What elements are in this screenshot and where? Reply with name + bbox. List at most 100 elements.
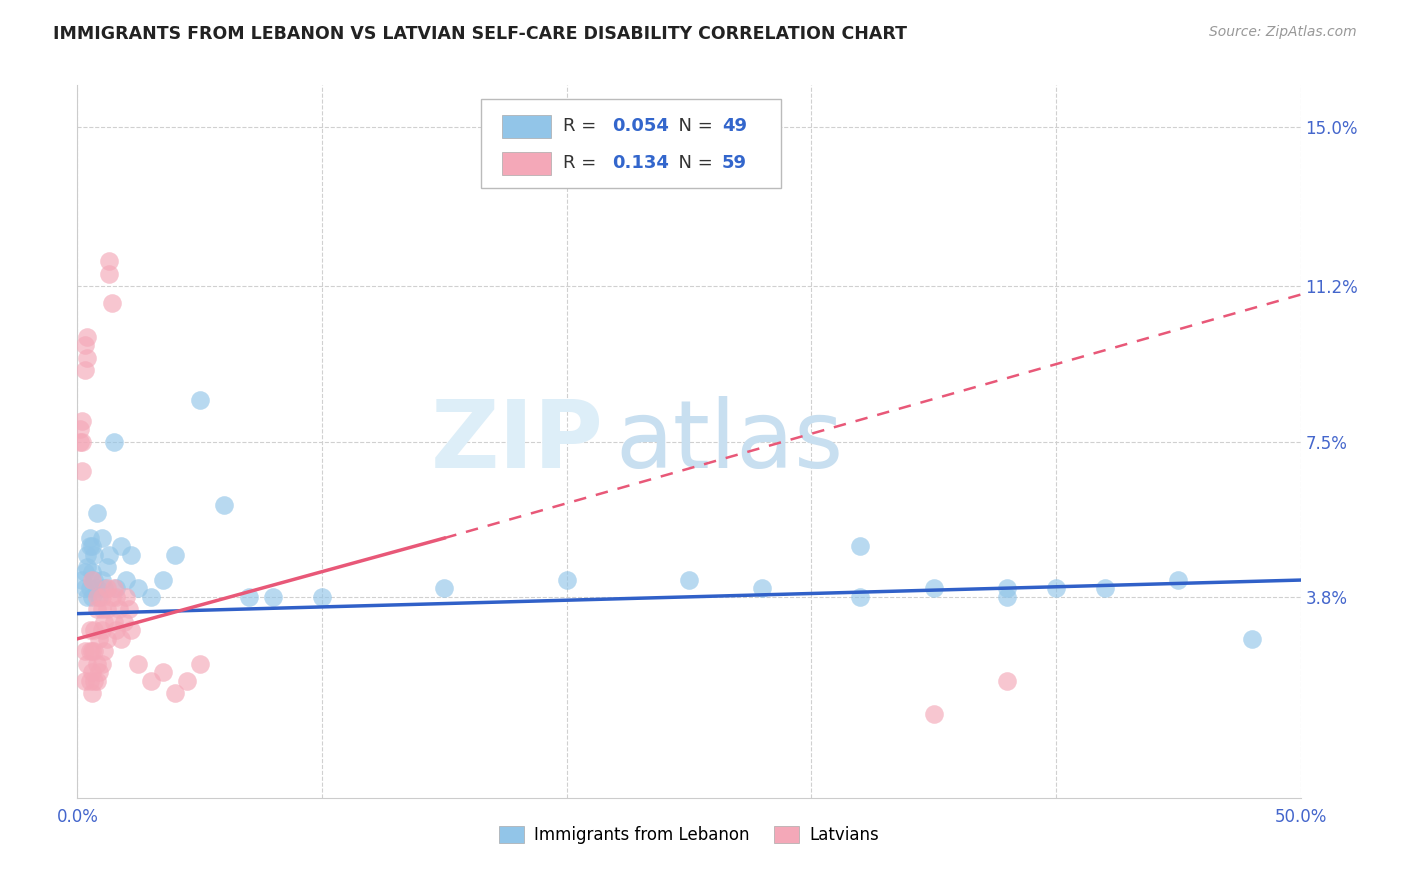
Point [83, 673, 105, 688]
Point [165, 548, 187, 562]
Point [98, 267, 121, 281]
Point [80, 686, 103, 700]
Point [995, 673, 1018, 688]
Text: 59: 59 [721, 154, 747, 172]
Point [1094, 582, 1116, 596]
Point [90, 573, 112, 587]
Point [995, 590, 1018, 604]
Point [83, 573, 105, 587]
Point [165, 686, 187, 700]
Point [89, 590, 111, 604]
Point [118, 602, 141, 616]
Point [188, 392, 211, 407]
Point [89, 665, 111, 680]
Point [79, 673, 101, 688]
Point [93, 615, 115, 629]
Point [152, 573, 174, 587]
Point [90, 602, 112, 616]
Point [83, 624, 105, 638]
Point [79, 582, 101, 596]
Point [152, 665, 174, 680]
Point [120, 548, 142, 562]
Point [212, 498, 235, 512]
Point [76, 329, 98, 343]
Text: ZIP: ZIP [430, 395, 603, 488]
Point [80, 565, 103, 579]
Point [76, 657, 98, 671]
Point [555, 573, 578, 587]
Text: R =: R = [562, 117, 602, 135]
Point [79, 531, 101, 545]
Point [73, 644, 96, 658]
Point [139, 590, 162, 604]
Text: atlas: atlas [616, 395, 844, 488]
Point [70, 434, 93, 449]
Point [86, 590, 108, 604]
Point [86, 657, 108, 671]
Text: N =: N = [666, 154, 718, 172]
Point [176, 673, 198, 688]
Point [73, 363, 96, 377]
Point [98, 254, 121, 268]
Text: N =: N = [666, 117, 718, 135]
Point [76, 560, 98, 574]
Point [103, 434, 125, 449]
Point [105, 582, 128, 596]
Point [849, 590, 872, 604]
Point [73, 565, 96, 579]
Point [69, 422, 91, 436]
Point [311, 590, 333, 604]
Point [100, 590, 122, 604]
Point [89, 632, 111, 646]
Point [103, 615, 125, 629]
Point [90, 657, 112, 671]
Point [1240, 632, 1263, 646]
Point [100, 296, 122, 310]
Point [751, 582, 773, 596]
Point [79, 644, 101, 658]
Point [678, 573, 700, 587]
Point [96, 602, 118, 616]
FancyBboxPatch shape [481, 99, 780, 188]
Point [112, 615, 135, 629]
Point [238, 590, 260, 604]
Point [127, 582, 149, 596]
Text: Source: ZipAtlas.com: Source: ZipAtlas.com [1209, 25, 1357, 39]
Point [76, 590, 98, 604]
Text: IMMIGRANTS FROM LEBANON VS LATVIAN SELF-CARE DISABILITY CORRELATION CHART: IMMIGRANTS FROM LEBANON VS LATVIAN SELF-… [53, 25, 907, 43]
Point [110, 540, 132, 554]
Point [80, 590, 103, 604]
Point [86, 506, 108, 520]
Bar [502, 115, 551, 137]
Text: 49: 49 [721, 117, 747, 135]
Point [86, 673, 108, 688]
Point [90, 624, 112, 638]
Point [127, 657, 149, 671]
Point [922, 707, 945, 722]
Bar [502, 152, 551, 175]
Point [105, 590, 128, 604]
Point [110, 632, 132, 646]
Point [83, 644, 105, 658]
Point [80, 665, 103, 680]
Point [73, 582, 96, 596]
Text: R =: R = [562, 154, 607, 172]
Point [1167, 573, 1189, 587]
Point [70, 413, 93, 427]
Point [70, 464, 93, 478]
Text: 0.054: 0.054 [612, 117, 669, 135]
Point [120, 624, 142, 638]
Point [922, 582, 945, 596]
Point [995, 582, 1018, 596]
Point [139, 673, 162, 688]
Point [1045, 582, 1067, 596]
Point [433, 582, 456, 596]
Point [849, 540, 872, 554]
Point [73, 338, 96, 352]
Point [90, 531, 112, 545]
Point [103, 582, 125, 596]
Point [80, 573, 103, 587]
Point [80, 644, 103, 658]
Point [93, 582, 115, 596]
Point [76, 351, 98, 365]
